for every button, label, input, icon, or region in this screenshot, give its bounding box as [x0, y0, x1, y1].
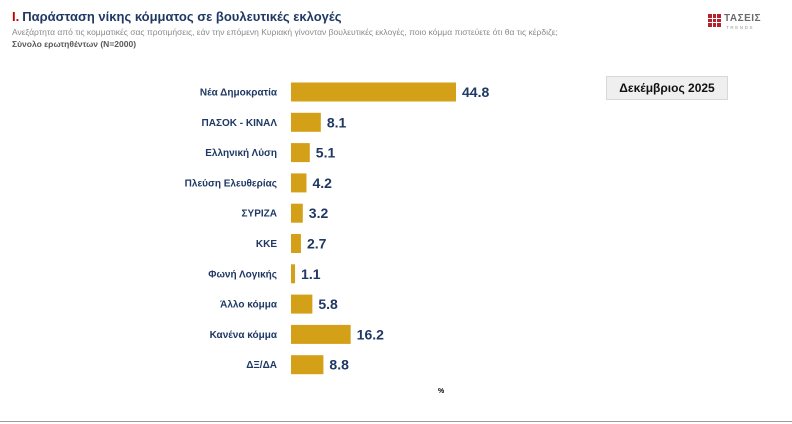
header: Ι. Παράσταση νίκης κόμματος σε βουλευτικέ…: [12, 8, 692, 50]
footer-divider: [0, 421, 792, 422]
date-box: Δεκέμβριος 2025: [606, 76, 728, 100]
value-label-9: 8.8: [329, 357, 349, 373]
value-label-5: 2.7: [307, 236, 327, 252]
value-label-6: 1.1: [301, 266, 321, 282]
category-label-3: Πλεύση Ελευθερίας: [185, 178, 277, 189]
category-label-4: ΣΥΡΙΖΑ: [242, 209, 277, 220]
category-label-8: Κανένα κόμμα: [210, 330, 278, 341]
unit-label: %: [438, 388, 445, 395]
company-logo: ΤΑΣΕΙΣ TRENDS: [708, 13, 778, 31]
bar-8: [291, 324, 351, 344]
value-label-1: 8.1: [327, 114, 347, 130]
bar-1: [291, 112, 321, 132]
bar-6: [291, 264, 296, 284]
title-number: Ι.: [12, 9, 20, 24]
value-label-2: 5.1: [316, 145, 336, 161]
value-label-8: 16.2: [357, 326, 384, 342]
value-label-0: 44.8: [462, 84, 489, 100]
title-text: Παράσταση νίκης κόμματος σε βουλευτικές …: [22, 9, 342, 24]
logo-mark-icon: [708, 14, 721, 27]
category-label-6: Φωνή Λογικής: [208, 269, 277, 280]
value-label-3: 4.2: [312, 175, 332, 191]
chart-title: Ι. Παράσταση νίκης κόμματος σε βουλευτικέ…: [12, 8, 692, 26]
bar-9: [291, 355, 324, 375]
category-label-7: Άλλο κόμμα: [220, 300, 278, 311]
bar-4: [291, 203, 303, 223]
category-label-2: Ελληνική Λύση: [205, 148, 277, 159]
logo-name: ΤΑΣΕΙΣ: [724, 13, 762, 24]
chart-subtitle: Ανεξάρτητα από τις κομματικές σας προτιμ…: [12, 27, 558, 37]
bar-0: [291, 82, 456, 102]
bar-3: [291, 173, 307, 193]
logo-sub: TRENDS: [726, 25, 755, 30]
category-label-5: ΚΚΕ: [256, 239, 277, 250]
category-label-0: Νέα Δημοκρατία: [200, 88, 278, 99]
value-label-4: 3.2: [309, 205, 329, 221]
category-label-1: ΠΑΣΟΚ - ΚΙΝΑΛ: [202, 118, 278, 129]
value-label-7: 5.8: [318, 296, 338, 312]
bar-5: [291, 234, 301, 253]
bar-2: [291, 143, 310, 163]
category-label-9: ΔΞ/ΔΑ: [246, 360, 277, 371]
sample-base: Σύνολο ερωτηθέντων (Ν=2000): [12, 39, 137, 49]
bar-7: [291, 294, 313, 314]
